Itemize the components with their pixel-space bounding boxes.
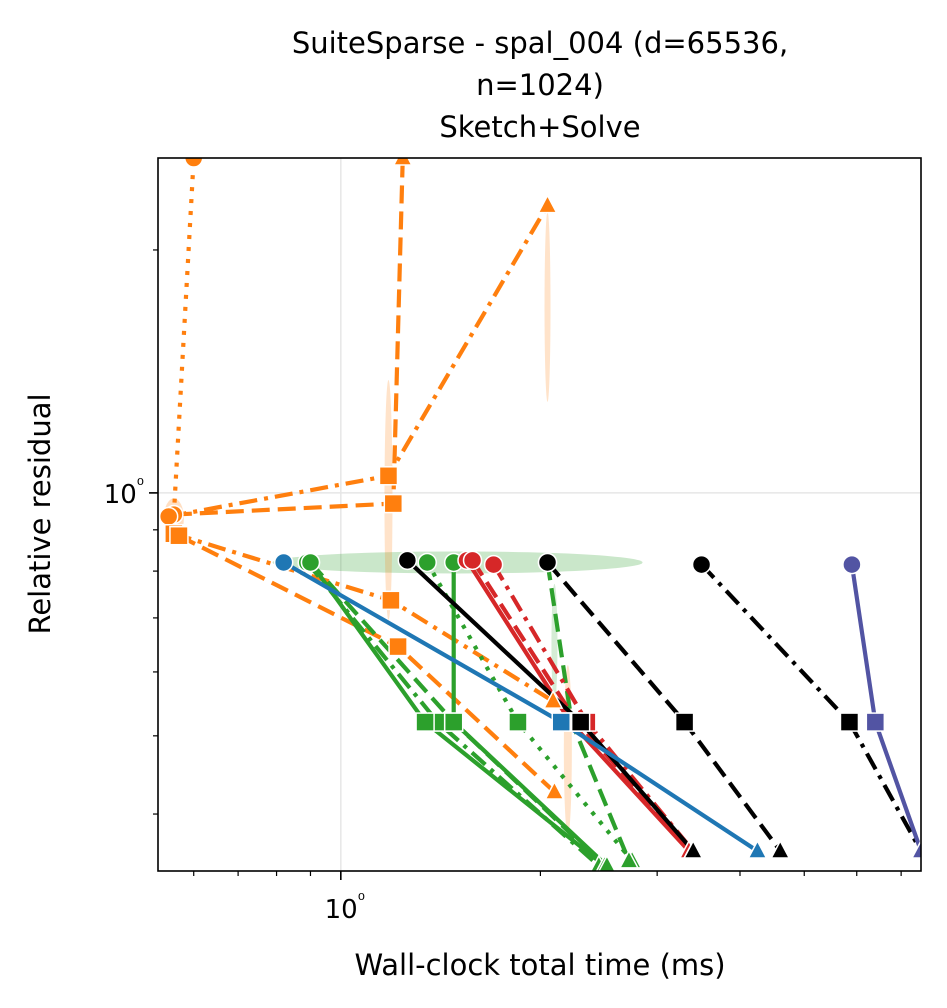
y-axis-label: Relative residual <box>23 393 57 634</box>
series-14-point-1 <box>483 554 504 575</box>
series-8-point-1 <box>300 552 321 573</box>
chart-title: SuiteSparse - spal_004 (d=65536, n=1024)… <box>292 26 788 144</box>
series-5-point-3 <box>544 780 565 800</box>
series-16-point-2 <box>674 712 695 732</box>
series-5-point-1 <box>169 525 189 546</box>
series-16-point-3 <box>769 839 791 859</box>
chart-title-line-1: SuiteSparse - spal_004 (d=65536, <box>292 26 788 60</box>
series-2-point-2 <box>383 493 404 514</box>
series-3-point-2 <box>378 466 399 486</box>
series-18-point-1 <box>273 552 294 573</box>
series-17-point-2 <box>839 712 860 732</box>
y-tick-label: 10⁰ <box>104 475 144 510</box>
series-18-point-3 <box>747 839 768 859</box>
series-15-point-3 <box>682 839 704 859</box>
series-19-point-2 <box>865 712 886 732</box>
series-17-point-1 <box>691 554 712 575</box>
series-4-point-2 <box>381 590 401 611</box>
plot-frame <box>157 157 922 872</box>
series-10-point-2 <box>508 712 528 732</box>
series-3-point-1 <box>158 506 179 527</box>
series-1-point-2 <box>183 158 204 168</box>
series-15-point-1 <box>397 550 418 571</box>
series-13-point-1 <box>462 550 483 571</box>
series-3-point-3 <box>537 193 558 214</box>
series-19-point-1 <box>842 554 862 575</box>
series-10-point-1 <box>417 552 437 573</box>
series-15-point-2 <box>570 712 591 732</box>
x-axis-label: Wall-clock total time (ms) <box>354 948 725 982</box>
series-9-point-3 <box>598 854 616 871</box>
series-5-point-2 <box>388 636 408 657</box>
series-16-point-1 <box>537 552 558 573</box>
series-4-point-3 <box>542 689 564 709</box>
confidence-band <box>544 211 551 402</box>
axis-ticks: 10⁰ 10⁰ <box>104 249 902 925</box>
series-markers <box>158 158 921 871</box>
series-18-point-2 <box>551 712 571 732</box>
series-11-point-3 <box>618 849 640 869</box>
series-9-point-2 <box>443 712 464 732</box>
series-19-point-3 <box>910 839 921 859</box>
series-2-point-3 <box>392 158 413 166</box>
x-tick-label: 10⁰ <box>325 890 365 925</box>
chart-title-line-3: Sketch+Solve <box>439 110 640 144</box>
chart-title-line-2: n=1024) <box>476 68 604 102</box>
series-8-point-2 <box>415 712 435 732</box>
